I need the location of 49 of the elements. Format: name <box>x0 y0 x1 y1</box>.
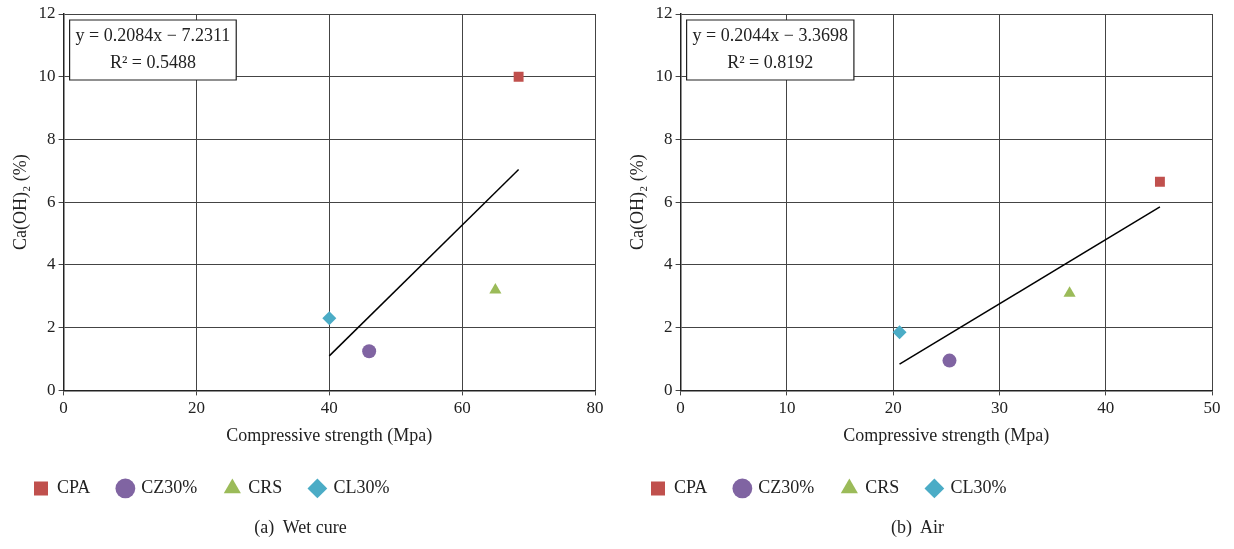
y-tick-label: 10 <box>655 66 673 86</box>
y-axis-title: Ca(OH)₂ (%) <box>9 154 31 251</box>
y-tick-label: 12 <box>38 3 56 23</box>
legend-label: CL30% <box>333 477 390 498</box>
legend-label: CL30% <box>950 477 1007 498</box>
x-tick-label: 30 <box>990 398 1008 418</box>
legend-label: CRS <box>248 477 283 498</box>
legend-label: CZ30% <box>758 477 815 498</box>
x-tick-label: 20 <box>187 398 205 418</box>
legend-label: CZ30% <box>141 477 198 498</box>
legend-label: CPA <box>674 477 708 498</box>
x-tick-label: 40 <box>320 398 338 418</box>
point <box>362 344 377 359</box>
x-axis-title: Compressive strength (Mpa) <box>843 425 1050 447</box>
annotation: y = 0.2044x − 3.3698 <box>692 25 848 46</box>
legend-label: CPA <box>57 477 91 498</box>
y-tick-label: 8 <box>47 128 56 148</box>
annotation: y = 0.2084x − 7.2311 <box>75 25 231 46</box>
x-tick-label: 20 <box>884 398 902 418</box>
y-tick-label: 2 <box>47 317 56 337</box>
text: (a) Wet cure <box>254 516 347 538</box>
y-tick-label: 12 <box>655 3 673 23</box>
y-tick-label: 0 <box>47 379 56 399</box>
y-tick-label: 4 <box>47 254 57 274</box>
point <box>489 283 502 294</box>
x-tick-label: 80 <box>586 398 604 418</box>
y-axis-title: Ca(OH)₂ (%) <box>626 154 648 251</box>
annotation: R² = 0.5488 <box>109 52 196 73</box>
y-tick-label: 4 <box>664 254 674 274</box>
point <box>513 71 524 82</box>
x-tick-label: 40 <box>1097 398 1115 418</box>
point <box>1063 286 1076 297</box>
point <box>1154 176 1165 187</box>
x-tick-label: 60 <box>453 398 471 418</box>
annotation: R² = 0.8192 <box>727 52 814 73</box>
y-tick-label: 2 <box>664 317 673 337</box>
legend-label: CRS <box>865 477 900 498</box>
y-tick-label: 10 <box>38 66 56 86</box>
x-tick-label: 10 <box>778 398 796 418</box>
point <box>322 311 337 326</box>
y-tick-label: 0 <box>664 379 673 399</box>
text: (b) Air <box>891 516 944 538</box>
y-tick-label: 6 <box>47 191 56 211</box>
point <box>892 325 907 340</box>
point <box>942 353 957 368</box>
x-axis-title: Compressive strength (Mpa) <box>226 425 433 447</box>
y-tick-label: 8 <box>664 128 673 148</box>
x-tick-label: 50 <box>1203 398 1221 418</box>
y-tick-label: 6 <box>664 191 673 211</box>
